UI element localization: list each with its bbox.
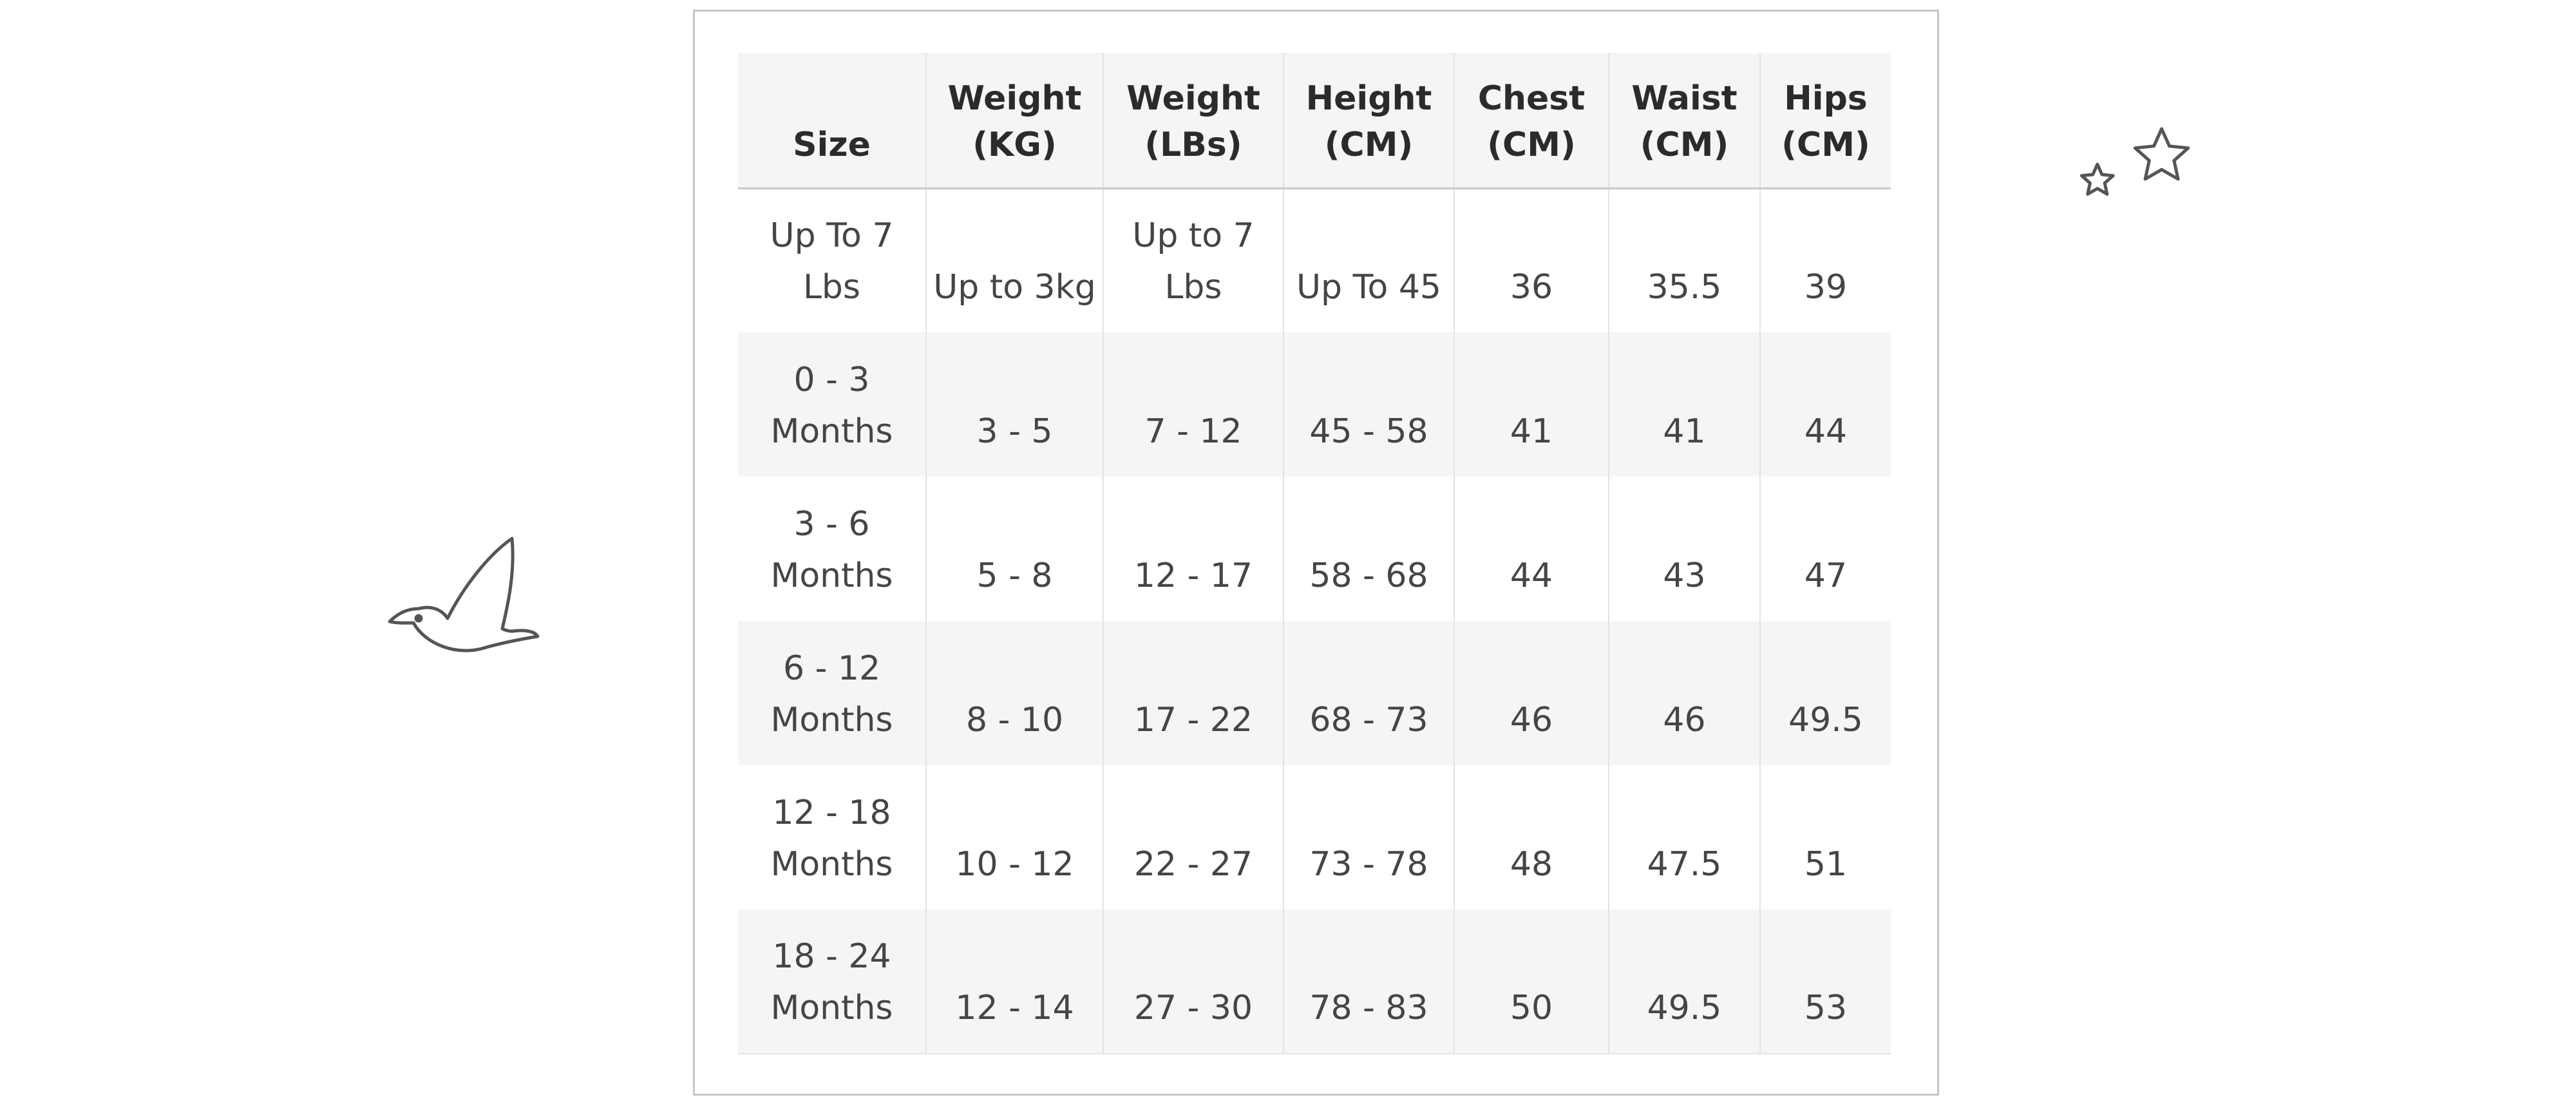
header-weight-kg: Weight (KG) xyxy=(925,53,1103,189)
stars-icon xyxy=(2079,127,2190,196)
cell-weight-kg: 5 - 8 xyxy=(925,477,1103,621)
cell-chest-cm: 41 xyxy=(1454,332,1609,477)
cell-hips-cm: 53 xyxy=(1759,909,1891,1054)
cell-weight-kg: 3 - 5 xyxy=(925,332,1103,477)
cell-chest-cm: 50 xyxy=(1454,909,1609,1054)
cell-size: 0 - 3 Months xyxy=(738,332,926,477)
table-row: Up To 7 Lbs Up to 3kg Up to 7 Lbs Up To … xyxy=(738,188,1891,332)
table-row: 18 - 24 Months 12 - 14 27 - 30 78 - 83 5… xyxy=(738,909,1891,1054)
cell-chest-cm: 36 xyxy=(1454,188,1609,332)
cell-chest-cm: 46 xyxy=(1454,621,1609,765)
header-height-cm: Height (CM) xyxy=(1283,53,1454,189)
header-size: Size xyxy=(738,53,926,189)
header-chest-cm: Chest (CM) xyxy=(1454,53,1609,189)
cell-waist-cm: 49.5 xyxy=(1608,909,1760,1054)
cell-size: 3 - 6 Months xyxy=(738,477,926,621)
cell-weight-kg: 10 - 12 xyxy=(925,765,1103,909)
header-weight-lbs: Weight (LBs) xyxy=(1103,53,1283,189)
cell-hips-cm: 44 xyxy=(1759,332,1891,477)
table-row: 3 - 6 Months 5 - 8 12 - 17 58 - 68 44 43… xyxy=(738,477,1891,621)
cell-waist-cm: 43 xyxy=(1608,477,1760,621)
bird-icon xyxy=(388,537,540,652)
cell-weight-kg: 12 - 14 xyxy=(925,909,1103,1054)
cell-hips-cm: 39 xyxy=(1759,188,1891,332)
cell-weight-kg: Up to 3kg xyxy=(925,188,1103,332)
table-row: 6 - 12 Months 8 - 10 17 - 22 68 - 73 46 … xyxy=(738,621,1891,765)
cell-weight-kg: 8 - 10 xyxy=(925,621,1103,765)
cell-weight-lbs: 27 - 30 xyxy=(1103,909,1283,1054)
cell-size: 12 - 18 Months xyxy=(738,765,926,909)
table-row: 12 - 18 Months 10 - 12 22 - 27 73 - 78 4… xyxy=(738,765,1891,909)
cell-weight-lbs: 22 - 27 xyxy=(1103,765,1283,909)
cell-weight-lbs: Up to 7 Lbs xyxy=(1103,188,1283,332)
size-chart-table: Size Weight (KG) Weight (LBs) Height (CM… xyxy=(738,53,1891,1054)
cell-height-cm: 45 - 58 xyxy=(1283,332,1454,477)
cell-height-cm: 68 - 73 xyxy=(1283,621,1454,765)
cell-chest-cm: 48 xyxy=(1454,765,1609,909)
cell-height-cm: 73 - 78 xyxy=(1283,765,1454,909)
cell-size: Up To 7 Lbs xyxy=(738,188,926,332)
cell-hips-cm: 51 xyxy=(1759,765,1891,909)
cell-height-cm: Up To 45 xyxy=(1283,188,1454,332)
table-body: Up To 7 Lbs Up to 3kg Up to 7 Lbs Up To … xyxy=(738,188,1891,1054)
table-header: Size Weight (KG) Weight (LBs) Height (CM… xyxy=(738,53,1891,189)
header-row: Size Weight (KG) Weight (LBs) Height (CM… xyxy=(738,53,1891,189)
cell-hips-cm: 49.5 xyxy=(1759,621,1891,765)
cell-weight-lbs: 17 - 22 xyxy=(1103,621,1283,765)
table-row: 0 - 3 Months 3 - 5 7 - 12 45 - 58 41 41 … xyxy=(738,332,1891,477)
cell-height-cm: 58 - 68 xyxy=(1283,477,1454,621)
cell-waist-cm: 35.5 xyxy=(1608,188,1760,332)
cell-size: 6 - 12 Months xyxy=(738,621,926,765)
cell-waist-cm: 46 xyxy=(1608,621,1760,765)
cell-height-cm: 78 - 83 xyxy=(1283,909,1454,1054)
cell-weight-lbs: 12 - 17 xyxy=(1103,477,1283,621)
cell-hips-cm: 47 xyxy=(1759,477,1891,621)
cell-size: 18 - 24 Months xyxy=(738,909,926,1054)
header-waist-cm: Waist (CM) xyxy=(1608,53,1760,189)
cell-weight-lbs: 7 - 12 xyxy=(1103,332,1283,477)
header-hips-cm: Hips (CM) xyxy=(1759,53,1891,189)
cell-waist-cm: 41 xyxy=(1608,332,1760,477)
cell-waist-cm: 47.5 xyxy=(1608,765,1760,909)
cell-chest-cm: 44 xyxy=(1454,477,1609,621)
